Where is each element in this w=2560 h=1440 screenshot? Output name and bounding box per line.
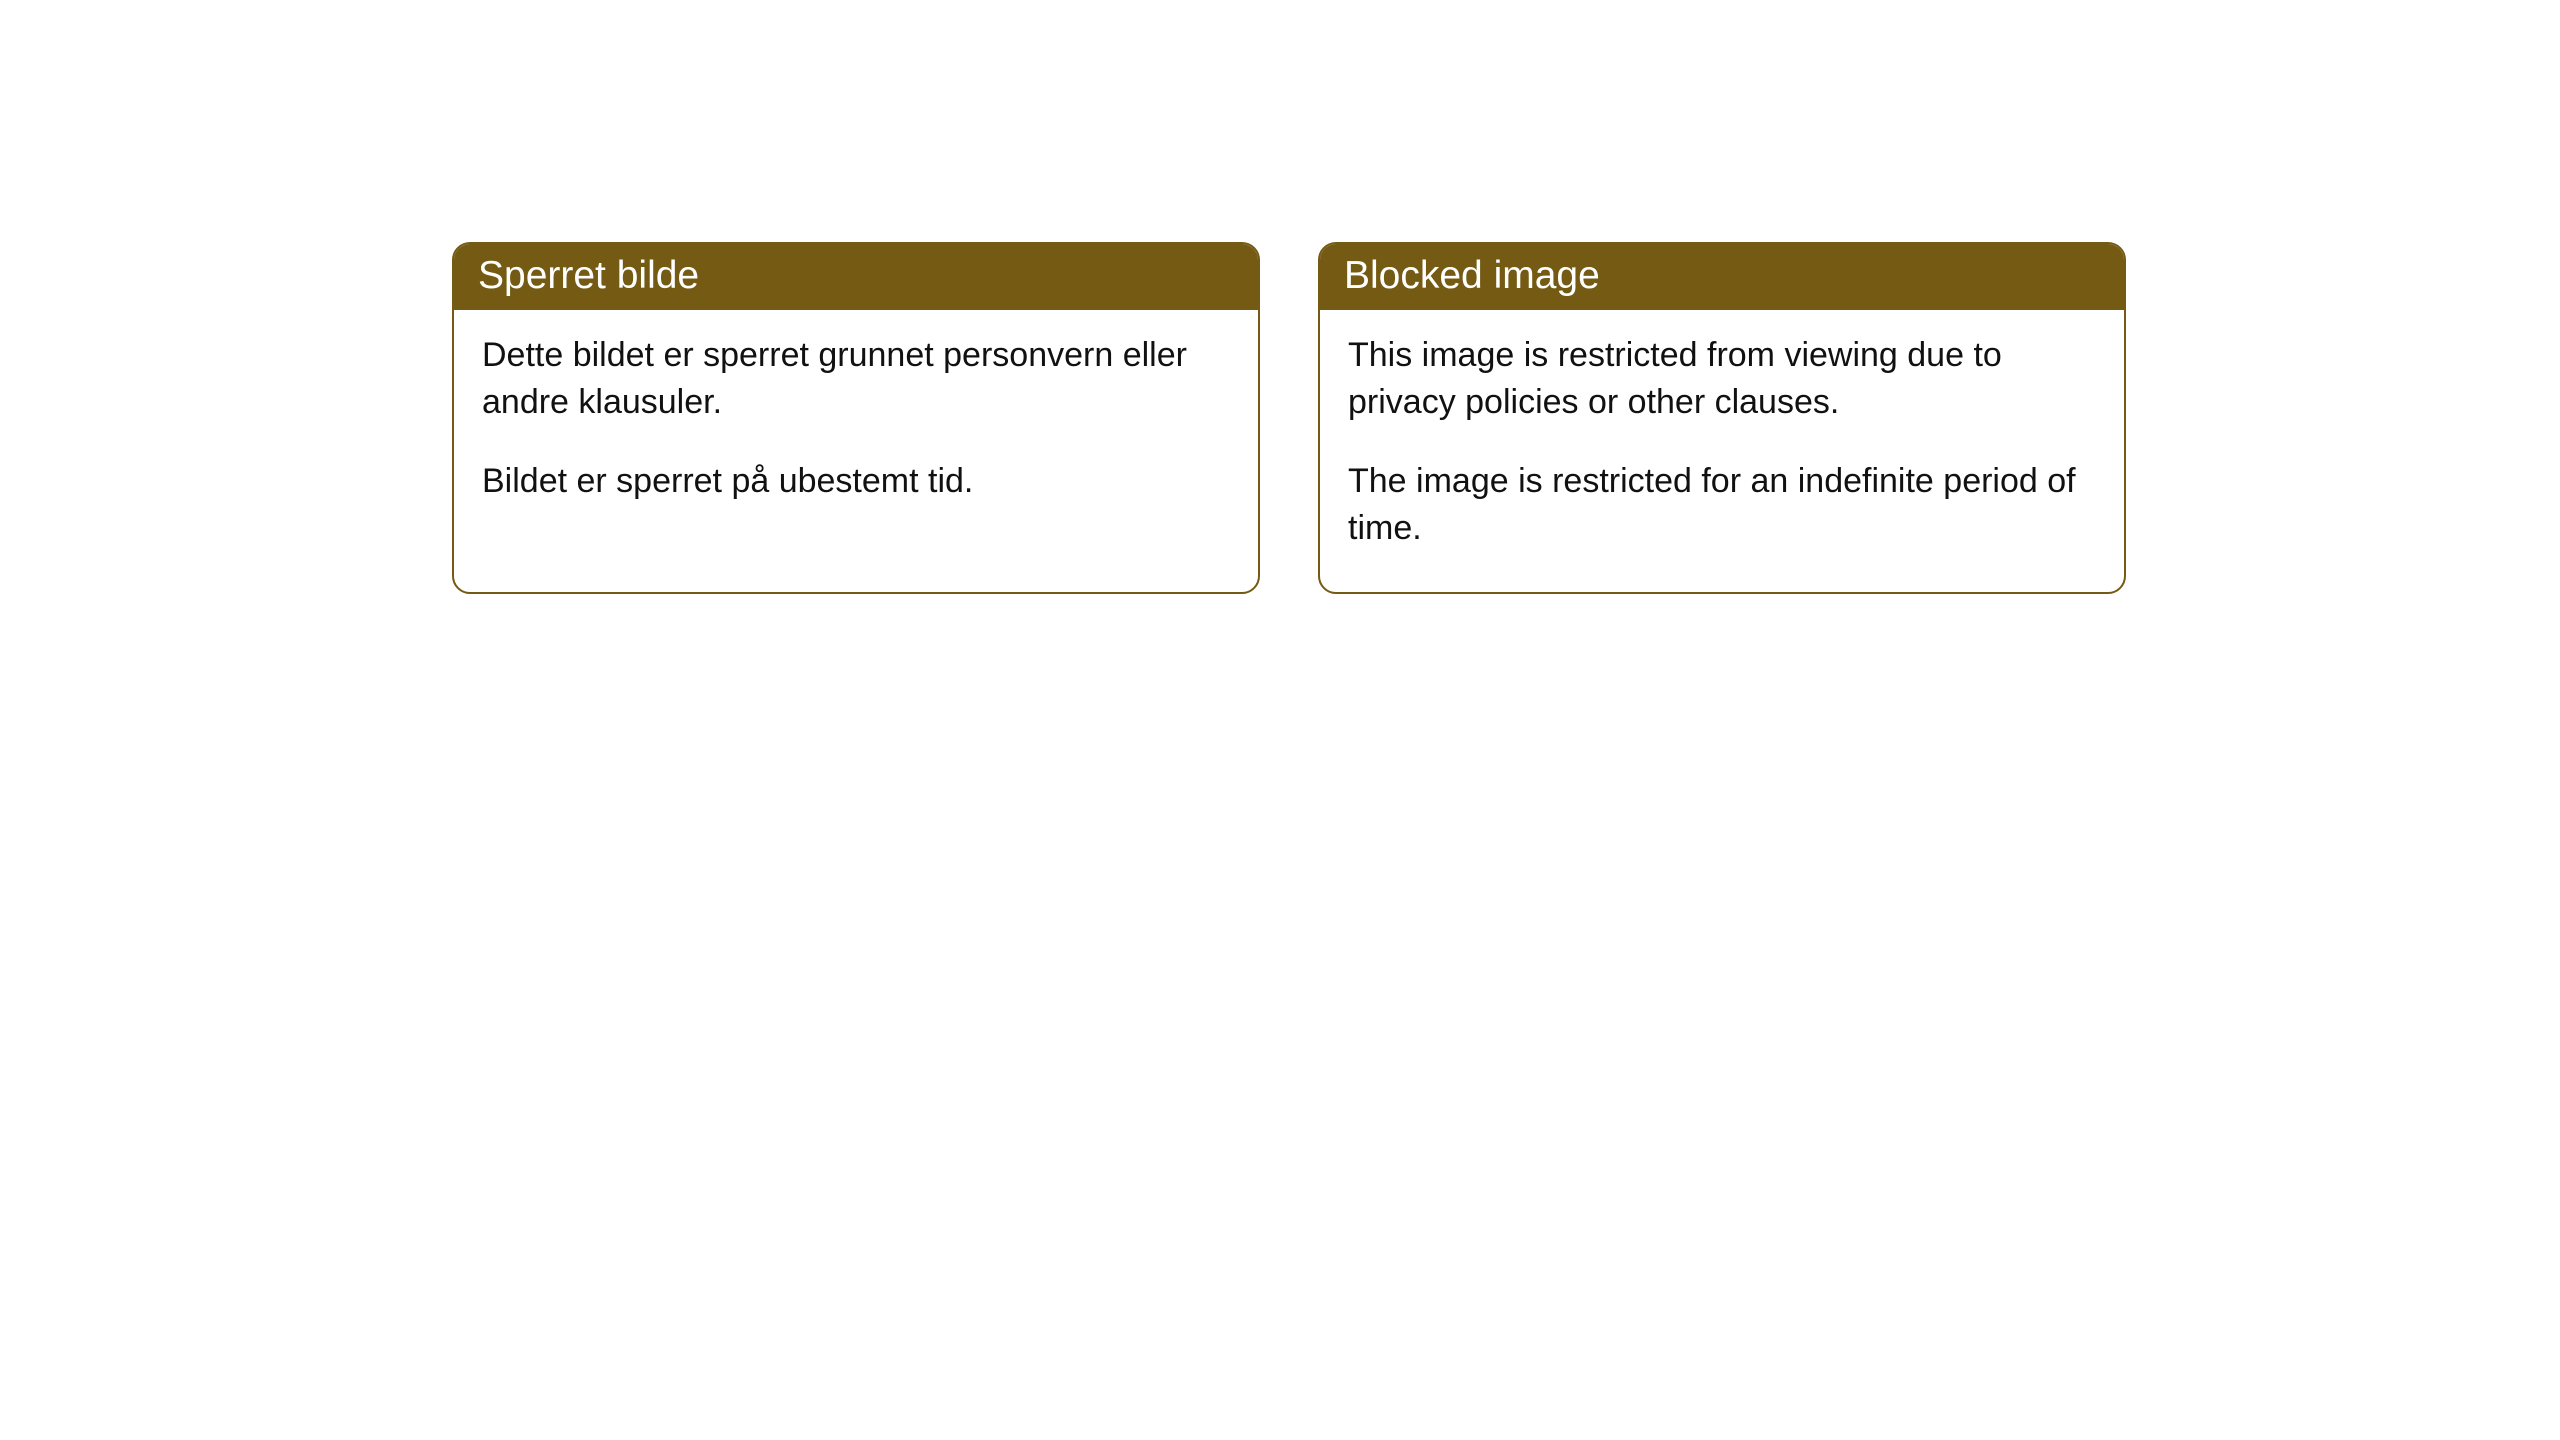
card-paragraph-2-no: Bildet er sperret på ubestemt tid.	[482, 458, 1230, 505]
card-header-en: Blocked image	[1320, 244, 2124, 310]
card-header-no: Sperret bilde	[454, 244, 1258, 310]
card-paragraph-1-en: This image is restricted from viewing du…	[1348, 332, 2096, 426]
card-paragraph-2-en: The image is restricted for an indefinit…	[1348, 458, 2096, 552]
blocked-image-card-no: Sperret bilde Dette bildet er sperret gr…	[452, 242, 1260, 594]
card-body-en: This image is restricted from viewing du…	[1320, 310, 2124, 592]
cards-container: Sperret bilde Dette bildet er sperret gr…	[0, 0, 2560, 594]
card-body-no: Dette bildet er sperret grunnet personve…	[454, 310, 1258, 545]
blocked-image-card-en: Blocked image This image is restricted f…	[1318, 242, 2126, 594]
card-paragraph-1-no: Dette bildet er sperret grunnet personve…	[482, 332, 1230, 426]
card-title-no: Sperret bilde	[478, 254, 699, 297]
card-title-en: Blocked image	[1344, 254, 1600, 297]
